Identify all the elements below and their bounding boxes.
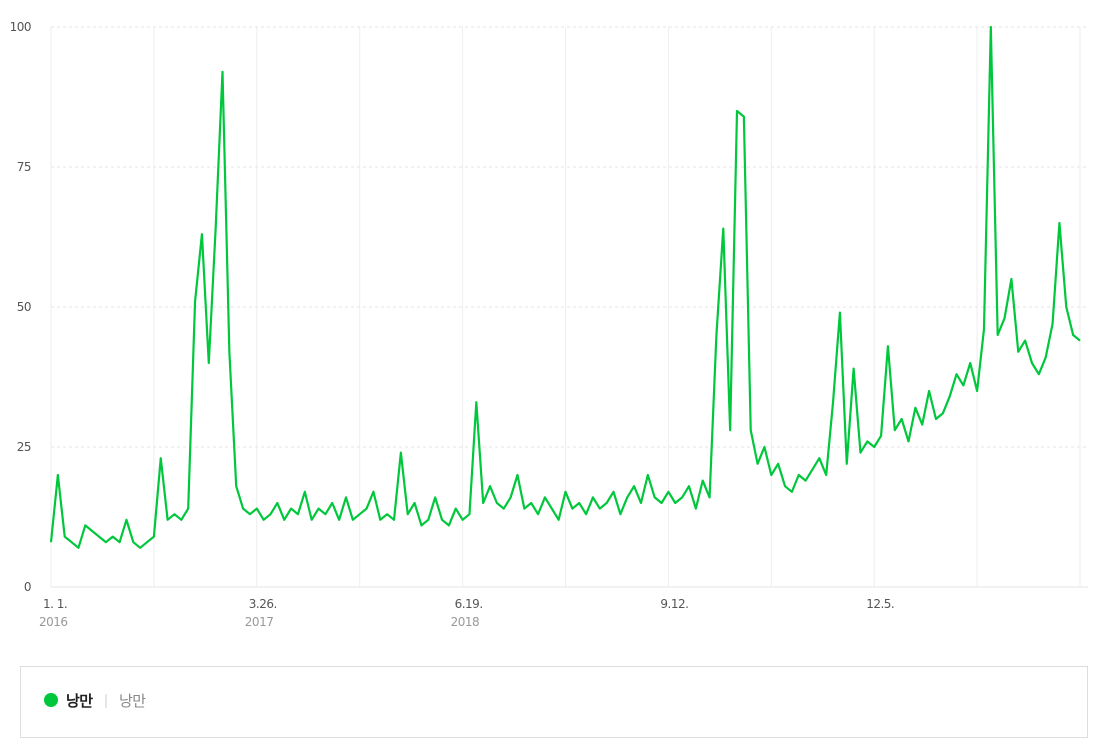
legend-entry[interactable]: 낭만 — [66, 692, 94, 710]
legend-sublabel: 낭만 — [119, 692, 146, 710]
y-tick-label: 25 — [17, 440, 31, 454]
x-year-label: 2017 — [245, 615, 274, 629]
x-tick-label: 12.5. — [866, 597, 894, 611]
data-line — [49, 25, 1081, 549]
y-tick-label: 0 — [24, 580, 31, 594]
x-tick-label: 6.19. — [455, 597, 483, 611]
x-year-label: 2018 — [451, 615, 480, 629]
x-tick-label: 1. 1. — [43, 597, 67, 611]
legend-box — [20, 666, 1088, 738]
x-tick-label: 3.26. — [249, 597, 277, 611]
x-tick-label: 9.12. — [660, 597, 688, 611]
x-year-label: 2016 — [39, 615, 68, 629]
y-tick-label: 50 — [17, 300, 31, 314]
legend-marker — [44, 693, 58, 707]
y-tick-label: 75 — [17, 160, 31, 174]
y-tick-label: 100 — [10, 20, 31, 34]
